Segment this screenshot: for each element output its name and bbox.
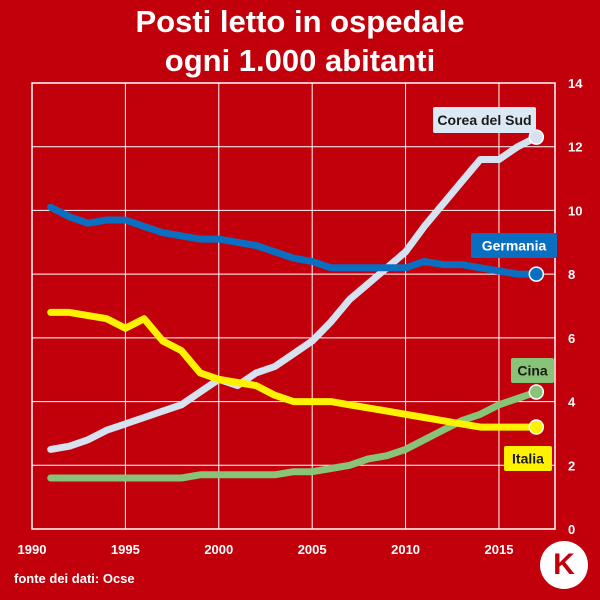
y-tick-label-0: 0	[568, 522, 575, 537]
brand-logo-letter: K	[553, 548, 575, 581]
y-tick-label-14: 14	[568, 76, 583, 91]
series-endpoint-cina	[528, 384, 545, 400]
plot-frame	[31, 82, 556, 530]
series-label-corea-del-sud: Corea del Sud	[437, 112, 531, 128]
y-tick-label-10: 10	[568, 203, 582, 218]
x-tick-label-2000: 2000	[204, 542, 233, 557]
series-label-box-italia	[504, 446, 552, 471]
y-tick-label-8: 8	[568, 267, 575, 282]
brand-logo: K	[540, 541, 588, 589]
series-line-italia	[47, 308, 540, 431]
series-label-box-cina	[511, 358, 554, 383]
series-endpoint-italia	[528, 419, 545, 435]
x-tick-label-2005: 2005	[298, 542, 327, 557]
series-labels: Corea del Sud Germania Cina Italia	[433, 107, 557, 471]
x-tick-label-2015: 2015	[485, 542, 514, 557]
series-label-germania: Germania	[482, 238, 547, 254]
tick-labels: 0 2 4 6 8 10 12 14 1990 1995 2000 2005 2010 2015	[18, 76, 584, 557]
series-endpoint-germania	[528, 266, 545, 282]
chart-title-line-2: ogni 1.000 abitanti	[164, 43, 436, 78]
y-tick-label-4: 4	[568, 395, 576, 410]
series-label-box-corea-del-sud	[433, 107, 536, 133]
y-tick-label-2: 2	[568, 458, 575, 473]
series-line-corea-del-sud	[47, 133, 540, 453]
series-label-box-germania	[471, 233, 557, 258]
series-endpoint-corea-del-sud	[528, 129, 545, 145]
y-tick-label-6: 6	[568, 331, 575, 346]
series-line-germania	[47, 203, 540, 278]
series-label-italia: Italia	[512, 451, 544, 467]
grid	[31, 82, 556, 530]
series-lines	[47, 129, 545, 482]
chart-title-line-1: Posti letto in ospedale	[135, 4, 465, 39]
source-note: fonte dei dati: Ocse	[14, 571, 135, 586]
x-tick-label-1995: 1995	[111, 542, 140, 557]
x-tick-label-1990: 1990	[18, 542, 47, 557]
y-tick-label-12: 12	[568, 140, 582, 155]
x-tick-label-2010: 2010	[391, 542, 420, 557]
series-label-cina: Cina	[517, 363, 548, 379]
